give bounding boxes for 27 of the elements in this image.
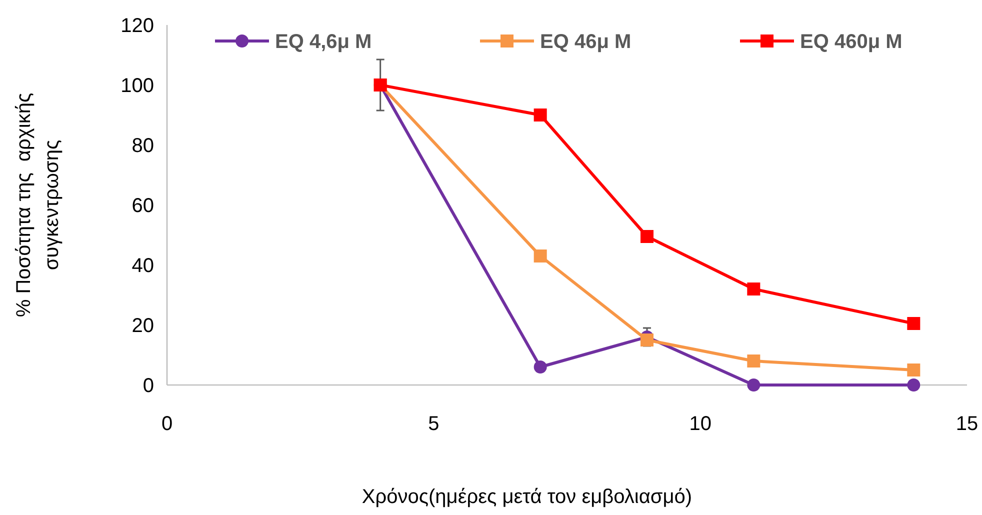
point <box>747 354 760 368</box>
point <box>534 108 547 122</box>
point <box>907 378 920 392</box>
point <box>747 282 760 296</box>
x-tick-label: 10 <box>689 413 712 435</box>
x-tick-label: 0 <box>161 413 173 435</box>
point <box>907 364 920 376</box>
legend-label: EQ 46μ M <box>540 31 632 53</box>
y-tick-label: 80 <box>132 135 154 157</box>
legend-label: EQ 4,6μ M <box>275 31 372 53</box>
point <box>534 360 547 374</box>
x-axis-title: Χρόνος(ημέρες μετά τον εμβολιασμό) <box>362 486 692 508</box>
y-tick-label: 0 <box>142 375 154 397</box>
y-tick-label: 20 <box>132 315 154 337</box>
y-axis-title: % Ποσότητα της αρχικής συγκεντρωσης <box>13 92 63 318</box>
y-tick-label: 60 <box>132 195 154 217</box>
legend-label: EQ 460μ M <box>800 31 902 53</box>
y-tick-label: 40 <box>132 255 154 277</box>
point <box>640 334 654 346</box>
y-tick-label: 100 <box>120 75 154 97</box>
point <box>534 250 547 262</box>
point <box>907 317 920 330</box>
point <box>640 230 654 243</box>
point <box>747 378 760 392</box>
y-tick-label: 120 <box>120 15 154 37</box>
x-tick-label: 5 <box>428 413 440 435</box>
x-tick-label: 15 <box>956 413 978 435</box>
